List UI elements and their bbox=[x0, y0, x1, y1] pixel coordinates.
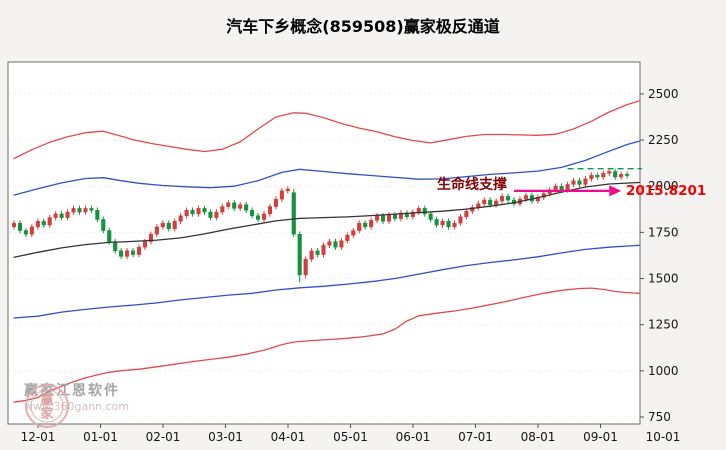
svg-text:2500: 2500 bbox=[648, 87, 679, 101]
svg-text:1250: 1250 bbox=[648, 318, 679, 332]
svg-text:1750: 1750 bbox=[648, 225, 679, 239]
svg-text:07-01: 07-01 bbox=[458, 430, 493, 444]
svg-text:10-01: 10-01 bbox=[646, 430, 681, 444]
svg-text:05-01: 05-01 bbox=[333, 430, 368, 444]
svg-text:04-01: 04-01 bbox=[271, 430, 306, 444]
chart-canvas: 750 1000 1250 1500 1750 2000 2250 2500 12-01 01-0… bbox=[7, 61, 681, 444]
svg-text:06-01: 06-01 bbox=[396, 430, 431, 444]
svg-text:1500: 1500 bbox=[648, 272, 679, 286]
svg-text:2250: 2250 bbox=[648, 133, 679, 147]
page-title: 汽车下乡概念(859508)赢家极反通道 bbox=[226, 17, 500, 36]
svg-text:1000: 1000 bbox=[648, 364, 679, 378]
svg-text:02-01: 02-01 bbox=[146, 430, 181, 444]
svg-text:09-01: 09-01 bbox=[583, 430, 618, 444]
svg-text:03-01: 03-01 bbox=[208, 430, 243, 444]
svg-text:01-01: 01-01 bbox=[83, 430, 118, 444]
lifeline-value-label: 2015.8201 bbox=[626, 183, 706, 199]
svg-text:12-01: 12-01 bbox=[21, 430, 56, 444]
svg-text:2000: 2000 bbox=[648, 179, 679, 193]
lifeline-support-label: 生命线支撑 bbox=[437, 176, 507, 193]
chart-annotations: 生命线支撑 2015.8201 bbox=[437, 176, 706, 199]
svg-text:750: 750 bbox=[648, 410, 671, 424]
svg-text:08-01: 08-01 bbox=[521, 430, 556, 444]
